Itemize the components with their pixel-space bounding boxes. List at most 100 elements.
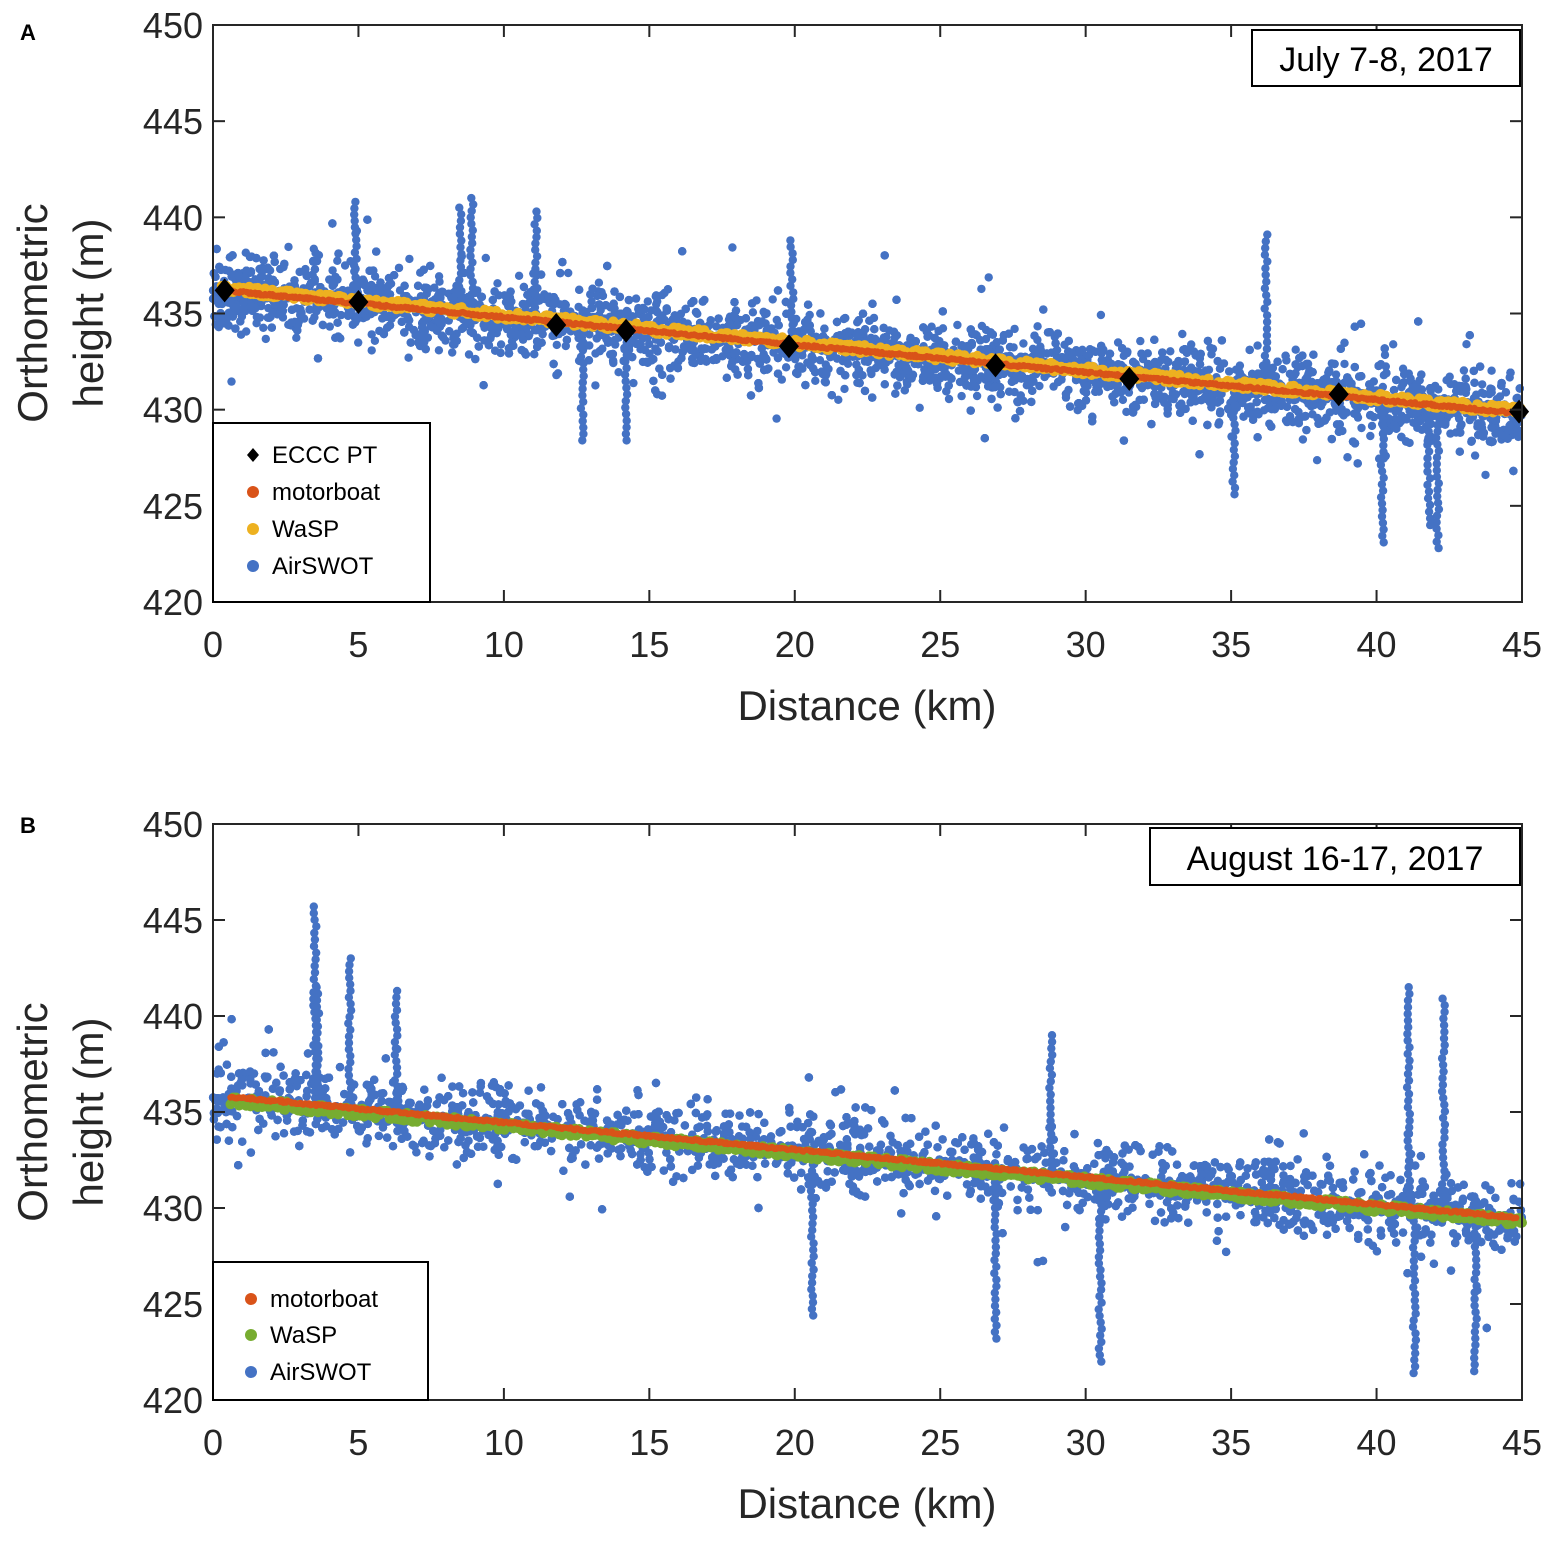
airswot-point: [1060, 353, 1070, 362]
airswot-point: [730, 298, 739, 307]
airswot-point: [488, 295, 497, 305]
airswot-point: [879, 323, 888, 333]
airswot-point: [657, 391, 667, 400]
airswot-point: [1207, 350, 1216, 359]
airswot-point: [820, 324, 829, 333]
airswot-point: [761, 310, 770, 319]
airswot-point: [333, 256, 342, 265]
airswot-point: [976, 336, 985, 345]
airswot-point: [318, 321, 328, 330]
airswot-point: [840, 384, 849, 394]
airswot-point: [944, 394, 954, 404]
airswot-point: [1253, 433, 1262, 442]
airswot-point: [652, 291, 661, 300]
airswot-point: [367, 346, 376, 355]
airswot-point: [404, 316, 414, 325]
airswot-point: [891, 389, 900, 398]
airswot-point: [1426, 384, 1435, 393]
airswot-point: [984, 273, 993, 282]
airswot-point: [1129, 357, 1138, 367]
airswot-point: [400, 281, 409, 290]
airswot-point: [655, 364, 664, 373]
airswot-point: [900, 386, 909, 395]
airswot-point: [549, 359, 558, 369]
airswot-point: [433, 315, 442, 325]
airswot-point: [747, 299, 757, 308]
airswot-point: [552, 370, 561, 380]
airswot-point: [1291, 360, 1300, 369]
airswot-point: [987, 394, 996, 404]
airswot-point: [1158, 348, 1167, 357]
airswot-point: [733, 370, 742, 379]
airswot-point: [1497, 381, 1506, 390]
airswot-point: [774, 321, 783, 330]
airswot-point: [328, 266, 337, 275]
airswot-point: [1486, 384, 1495, 393]
airswot-point: [722, 373, 731, 382]
airswot-point: [1309, 350, 1318, 359]
airswot-point: [688, 358, 697, 367]
airswot-point: [1365, 380, 1374, 389]
airswot-point: [532, 337, 542, 346]
airswot-point: [325, 322, 334, 331]
airswot-point: [742, 357, 752, 366]
airswot-point: [714, 314, 723, 323]
airswot-point: [1417, 370, 1426, 379]
airswot-point: [1380, 350, 1390, 360]
airswot-point: [615, 292, 625, 302]
airswot-point: [972, 391, 982, 401]
airswot-point: [957, 391, 966, 401]
airswot-point: [662, 304, 671, 313]
airswot-point: [1118, 344, 1127, 353]
airswot-point: [1203, 420, 1212, 430]
airswot-point: [507, 297, 516, 306]
airswot-point: [995, 345, 1004, 354]
airswot-point: [781, 363, 791, 372]
airswot-point: [1446, 429, 1455, 438]
airswot-point: [383, 312, 392, 321]
airswot-point: [911, 337, 920, 346]
airswot-point: [915, 403, 924, 412]
airswot-point: [960, 367, 969, 377]
airswot-point: [1465, 331, 1475, 340]
airswot-point: [606, 350, 615, 359]
airswot-point: [1166, 347, 1175, 356]
airswot-point: [712, 322, 721, 331]
airswot-point: [698, 297, 707, 306]
airswot-point: [889, 327, 899, 336]
airswot-point: [664, 343, 674, 353]
airswot-point: [308, 316, 317, 325]
airswot-point: [334, 332, 343, 341]
airswot-point: [1122, 407, 1131, 417]
airswot-point: [474, 342, 483, 351]
airswot-point: [629, 378, 638, 388]
airswot-point: [436, 293, 445, 302]
airswot-point: [865, 316, 874, 325]
airswot-point: [552, 340, 561, 350]
airswot-point: [1113, 338, 1123, 347]
airswot-point: [930, 333, 939, 343]
airswot-point: [624, 295, 634, 305]
airswot-point: [266, 312, 275, 321]
airswot-point: [296, 305, 305, 314]
airswot-point: [1180, 345, 1190, 354]
airswot-point: [609, 299, 618, 308]
airswot-point: [918, 376, 928, 385]
airswot-point: [575, 285, 584, 294]
airswot-point: [844, 327, 853, 336]
airswot-point: [1487, 366, 1496, 375]
airswot-point: [993, 403, 1002, 412]
airswot-point: [242, 266, 251, 275]
airswot-point: [920, 367, 930, 377]
airswot-point: [645, 339, 654, 349]
airswot-point: [1278, 365, 1287, 374]
airswot-point: [980, 434, 989, 443]
airswot-point: [1382, 368, 1391, 378]
airswot-point: [1196, 349, 1205, 359]
airswot-point: [1366, 410, 1375, 420]
airswot-series: [208, 193, 1526, 553]
airswot-point: [1481, 470, 1490, 480]
airswot-point: [493, 279, 502, 288]
airswot-point: [227, 377, 236, 386]
airswot-point: [1332, 420, 1342, 429]
